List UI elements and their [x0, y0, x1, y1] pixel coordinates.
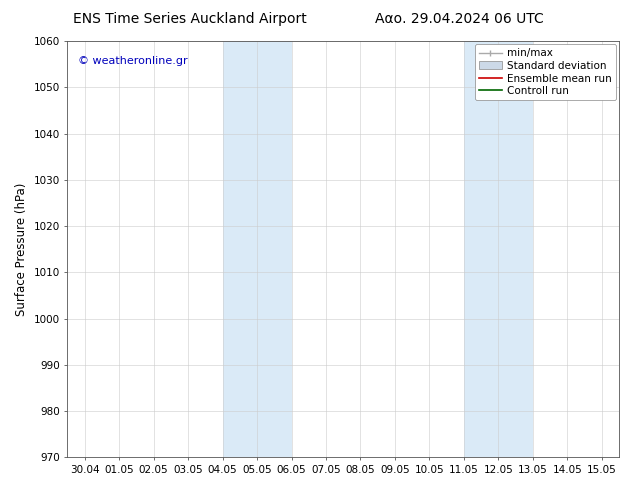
Legend: min/max, Standard deviation, Ensemble mean run, Controll run: min/max, Standard deviation, Ensemble me… [475, 44, 616, 100]
Text: ENS Time Series Auckland Airport: ENS Time Series Auckland Airport [74, 12, 307, 26]
Bar [223, 41, 292, 457]
Bar [464, 41, 533, 457]
Text: Ααο. 29.04.2024 06 UTC: Ααο. 29.04.2024 06 UTC [375, 12, 544, 26]
Y-axis label: Surface Pressure (hPa): Surface Pressure (hPa) [15, 182, 28, 316]
Text: © weatheronline.gr: © weatheronline.gr [79, 56, 188, 66]
